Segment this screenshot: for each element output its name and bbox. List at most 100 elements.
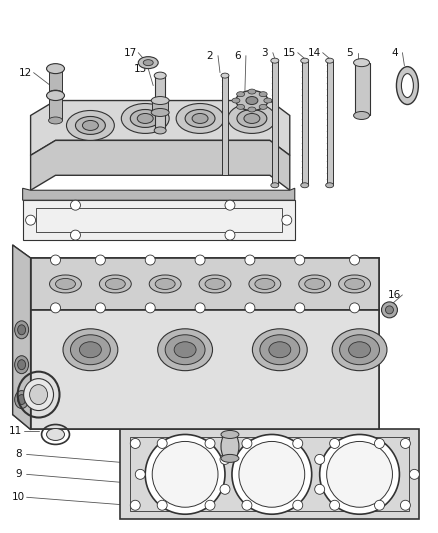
Circle shape bbox=[25, 215, 35, 225]
Ellipse shape bbox=[18, 360, 25, 370]
Ellipse shape bbox=[14, 356, 28, 374]
Ellipse shape bbox=[252, 329, 307, 370]
Ellipse shape bbox=[14, 391, 28, 409]
Ellipse shape bbox=[231, 98, 240, 103]
Text: 6: 6 bbox=[234, 51, 241, 61]
Circle shape bbox=[319, 434, 399, 514]
Ellipse shape bbox=[237, 109, 266, 127]
Circle shape bbox=[95, 303, 105, 313]
Text: 14: 14 bbox=[307, 47, 321, 58]
Circle shape bbox=[219, 484, 230, 494]
Circle shape bbox=[135, 470, 145, 479]
Polygon shape bbox=[222, 76, 227, 175]
Polygon shape bbox=[13, 245, 31, 430]
Ellipse shape bbox=[353, 59, 369, 67]
Text: 5: 5 bbox=[346, 47, 352, 58]
Circle shape bbox=[294, 303, 304, 313]
Polygon shape bbox=[326, 61, 332, 185]
Ellipse shape bbox=[220, 432, 238, 462]
Ellipse shape bbox=[174, 342, 196, 358]
Ellipse shape bbox=[130, 109, 160, 127]
Ellipse shape bbox=[220, 73, 229, 78]
Ellipse shape bbox=[192, 114, 208, 124]
Circle shape bbox=[238, 441, 304, 507]
Circle shape bbox=[219, 455, 230, 464]
Circle shape bbox=[241, 439, 251, 448]
Ellipse shape bbox=[149, 275, 181, 293]
Ellipse shape bbox=[304, 278, 324, 289]
Circle shape bbox=[224, 230, 234, 240]
Circle shape bbox=[130, 500, 140, 510]
Polygon shape bbox=[35, 208, 281, 232]
Polygon shape bbox=[155, 76, 165, 131]
Circle shape bbox=[292, 500, 302, 510]
Ellipse shape bbox=[46, 63, 64, 74]
Text: 16: 16 bbox=[387, 290, 400, 300]
Ellipse shape bbox=[185, 109, 215, 127]
Circle shape bbox=[381, 302, 396, 318]
Ellipse shape bbox=[151, 109, 169, 117]
Ellipse shape bbox=[244, 114, 259, 124]
Ellipse shape bbox=[396, 67, 417, 104]
Text: 17: 17 bbox=[124, 47, 137, 58]
Circle shape bbox=[157, 500, 167, 510]
Text: 4: 4 bbox=[390, 47, 397, 58]
Ellipse shape bbox=[247, 107, 255, 112]
Ellipse shape bbox=[105, 278, 125, 289]
Ellipse shape bbox=[259, 335, 299, 365]
Text: 2: 2 bbox=[206, 51, 213, 61]
Ellipse shape bbox=[137, 114, 153, 124]
Ellipse shape bbox=[258, 92, 267, 96]
Circle shape bbox=[145, 434, 224, 514]
Ellipse shape bbox=[325, 183, 333, 188]
Ellipse shape bbox=[205, 278, 224, 289]
Polygon shape bbox=[271, 61, 277, 185]
Circle shape bbox=[314, 484, 324, 494]
Circle shape bbox=[399, 439, 410, 448]
Ellipse shape bbox=[49, 117, 62, 124]
Ellipse shape bbox=[270, 183, 278, 188]
Text: 8: 8 bbox=[15, 449, 22, 459]
Ellipse shape bbox=[353, 111, 369, 119]
Ellipse shape bbox=[300, 183, 308, 188]
Ellipse shape bbox=[49, 275, 81, 293]
Ellipse shape bbox=[121, 103, 169, 133]
Circle shape bbox=[329, 439, 339, 448]
Circle shape bbox=[71, 230, 80, 240]
Circle shape bbox=[374, 439, 384, 448]
Circle shape bbox=[50, 255, 60, 265]
Polygon shape bbox=[49, 69, 62, 94]
Ellipse shape bbox=[198, 275, 230, 293]
Circle shape bbox=[194, 303, 205, 313]
Text: 15: 15 bbox=[283, 47, 296, 58]
Circle shape bbox=[224, 200, 234, 210]
Ellipse shape bbox=[82, 120, 98, 131]
Circle shape bbox=[349, 303, 359, 313]
Polygon shape bbox=[23, 188, 294, 200]
Ellipse shape bbox=[254, 278, 274, 289]
Ellipse shape bbox=[338, 275, 370, 293]
Ellipse shape bbox=[220, 455, 238, 463]
Circle shape bbox=[145, 303, 155, 313]
Circle shape bbox=[95, 255, 105, 265]
Ellipse shape bbox=[18, 325, 25, 335]
Ellipse shape bbox=[263, 98, 271, 103]
Text: 3: 3 bbox=[261, 47, 268, 58]
Polygon shape bbox=[120, 430, 418, 519]
Ellipse shape bbox=[258, 104, 267, 109]
Ellipse shape bbox=[348, 342, 370, 358]
Circle shape bbox=[374, 500, 384, 510]
Ellipse shape bbox=[165, 335, 205, 365]
Ellipse shape bbox=[157, 329, 212, 370]
Ellipse shape bbox=[220, 431, 238, 439]
Polygon shape bbox=[31, 140, 289, 190]
Ellipse shape bbox=[75, 117, 105, 134]
Circle shape bbox=[329, 500, 339, 510]
Circle shape bbox=[349, 255, 359, 265]
Ellipse shape bbox=[344, 278, 364, 289]
Ellipse shape bbox=[400, 74, 413, 98]
Text: 10: 10 bbox=[12, 492, 25, 502]
Circle shape bbox=[152, 441, 218, 507]
Ellipse shape bbox=[268, 342, 290, 358]
Ellipse shape bbox=[24, 378, 53, 410]
